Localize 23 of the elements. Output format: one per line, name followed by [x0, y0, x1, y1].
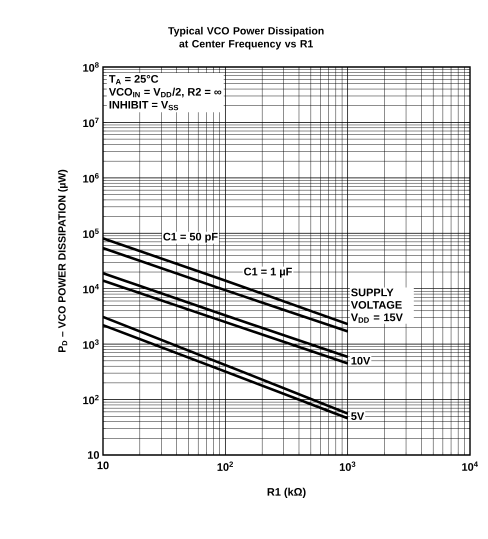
- y-tick-label: 10$^{3}$: [83, 339, 99, 349]
- y-axis-title: P$_{D}$ – VCO POWER DISSIPATION (µW): [58, 170, 68, 352]
- annotation: 5V: [351, 412, 364, 420]
- annotation: C1 = 1 µF: [244, 268, 292, 278]
- y-tick-label: 10$^{8}$: [83, 62, 99, 72]
- y-tick-label: 10$^{5}$: [83, 228, 99, 238]
- y-tick-label: 10$^{7}$: [83, 118, 99, 128]
- y-tick-label: 10$^{6}$: [83, 173, 99, 183]
- x-tick-label: 10: [98, 462, 109, 470]
- annotation: SUPPLY VOLTAGE V$_{DD}$ = 15V: [350, 288, 403, 323]
- annotation: VCO$_{IN}$ = V$_{DD}$/2, R2 = ∞: [108, 88, 222, 98]
- annotation: INHIBIT = V$_{SS}$: [110, 101, 178, 110]
- annotation: T$_{A}$ = 25°C: [108, 75, 158, 84]
- chart-title: Typical VCO Power Dissipation at Center Frequency vs R1: [168, 26, 324, 50]
- annotation: C1 = 50 pF: [163, 232, 218, 243]
- y-tick-label: 10$^{4}$: [83, 284, 99, 294]
- x-tick-label: 10$^{2}$: [218, 462, 234, 471]
- x-axis-title: R1 (kΩ): [268, 488, 306, 498]
- x-tick-label: 10$^{3}$: [340, 462, 356, 471]
- annotation: 10V: [352, 356, 370, 365]
- y-tick-label: 10: [88, 451, 100, 459]
- x-tick-label: 10$^{4}$: [462, 462, 478, 471]
- y-tick-label: 10$^{2}$: [83, 394, 99, 404]
